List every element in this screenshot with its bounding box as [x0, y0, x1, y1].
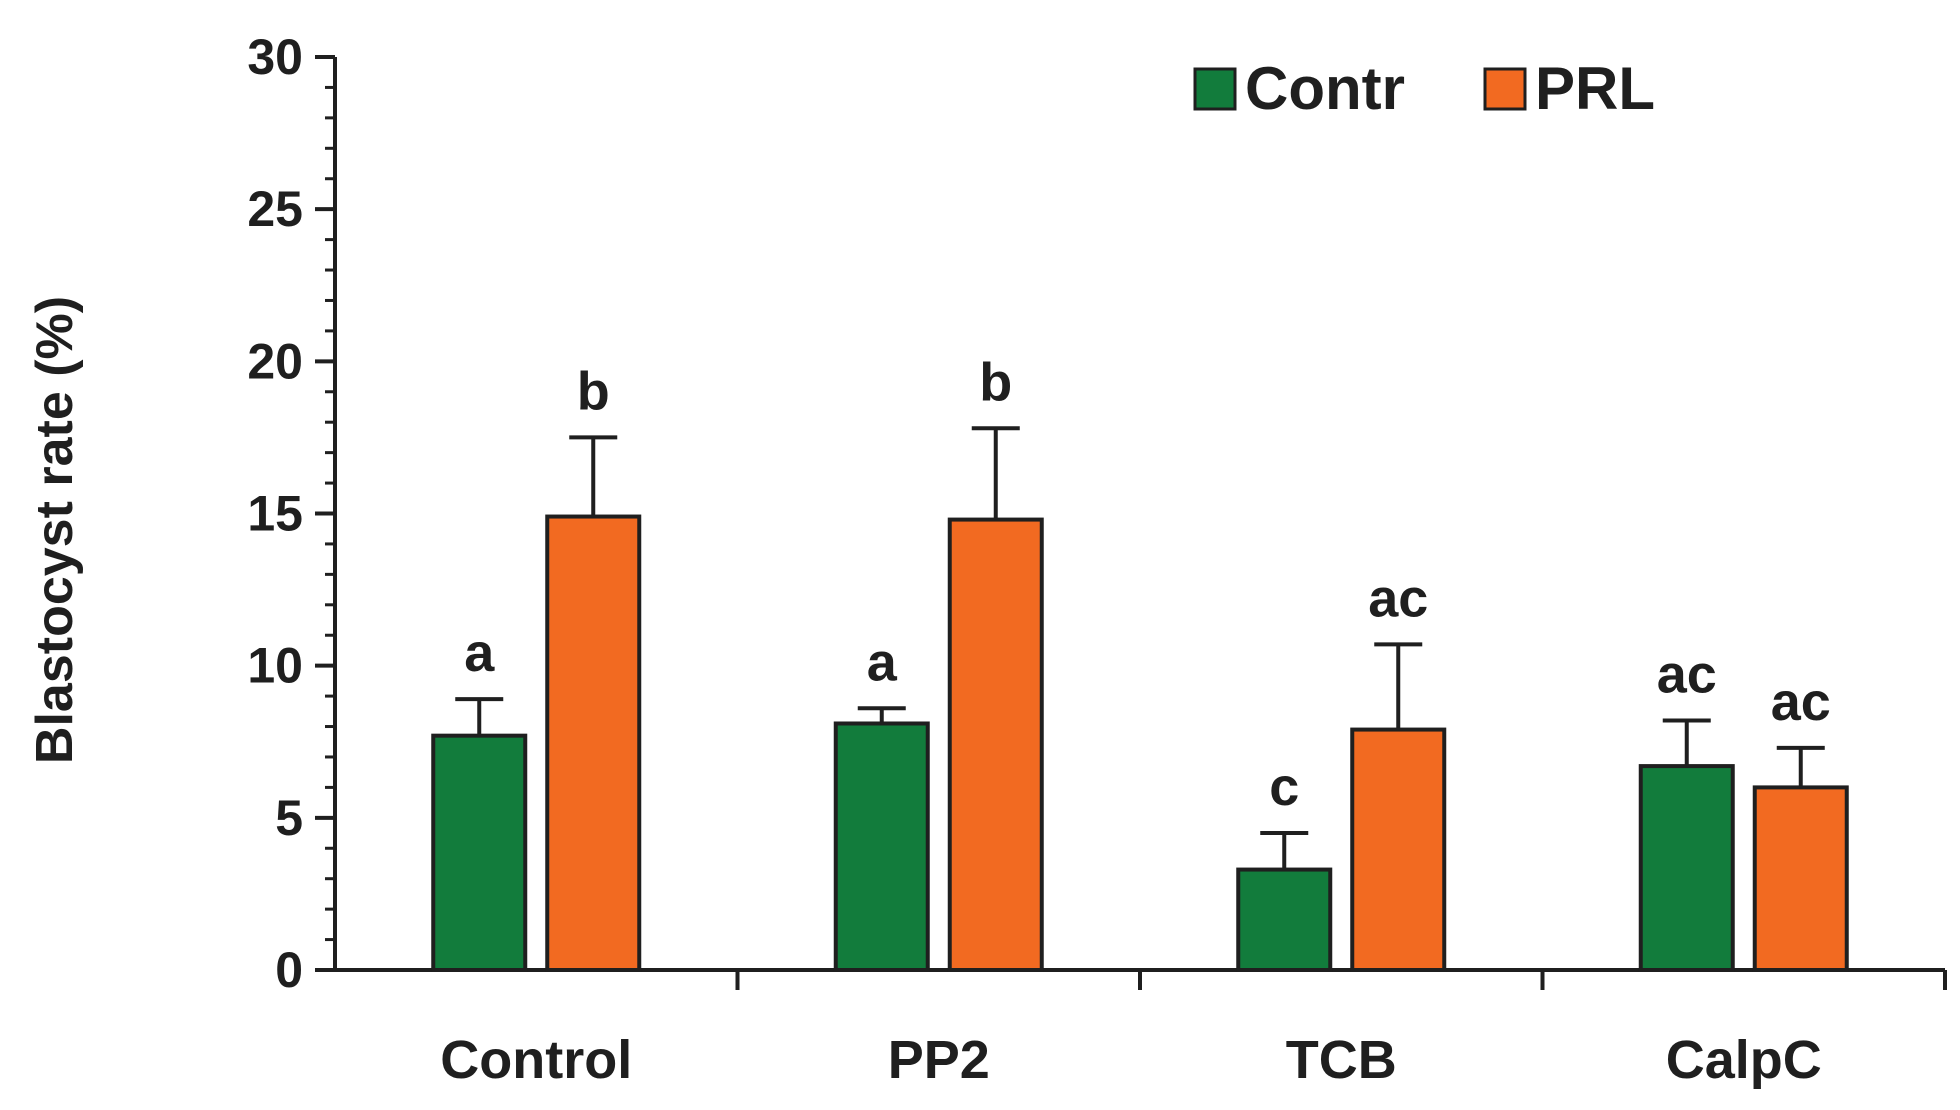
- legend-label-prl: PRL: [1535, 55, 1655, 122]
- x-tick-label: PP2: [888, 1030, 990, 1090]
- bar-contr-calpc: [1638, 764, 1735, 973]
- x-tick-label: Control: [440, 1030, 632, 1090]
- x-tick-label: CalpC: [1666, 1030, 1822, 1090]
- significance-label: ac: [1657, 644, 1717, 704]
- y-tick-label: 25: [247, 181, 303, 237]
- y-tick-label: 0: [275, 942, 303, 998]
- bar-prl-tcb: [1350, 727, 1447, 972]
- bar-contr-pp2: [833, 721, 930, 972]
- significance-label: b: [577, 361, 610, 421]
- bar-prl-pp2: [947, 517, 1044, 972]
- significance-label: ac: [1771, 672, 1831, 732]
- significance-label: b: [979, 352, 1012, 412]
- y-axis-title: Blastocyst rate (%): [26, 296, 84, 764]
- legend-swatch-prl: [1483, 67, 1527, 111]
- y-tick-label: 30: [247, 29, 303, 85]
- significance-label: a: [464, 623, 495, 683]
- y-tick-label: 5: [275, 790, 303, 846]
- legend-swatch-contr: [1193, 67, 1237, 111]
- bar-contr-control: [431, 733, 528, 972]
- bar-prl-control: [545, 514, 642, 972]
- significance-label: c: [1269, 757, 1299, 817]
- y-tick-label: 20: [247, 333, 303, 389]
- y-tick-label: 10: [247, 638, 303, 694]
- x-tick-label: TCB: [1286, 1030, 1397, 1090]
- bar-contr-tcb: [1236, 867, 1333, 973]
- bar-prl-calpc: [1752, 785, 1849, 973]
- legend-label-contr: Contr: [1245, 55, 1405, 122]
- y-tick-label: 15: [247, 486, 303, 542]
- significance-label: a: [867, 632, 898, 692]
- significance-label: ac: [1368, 568, 1428, 628]
